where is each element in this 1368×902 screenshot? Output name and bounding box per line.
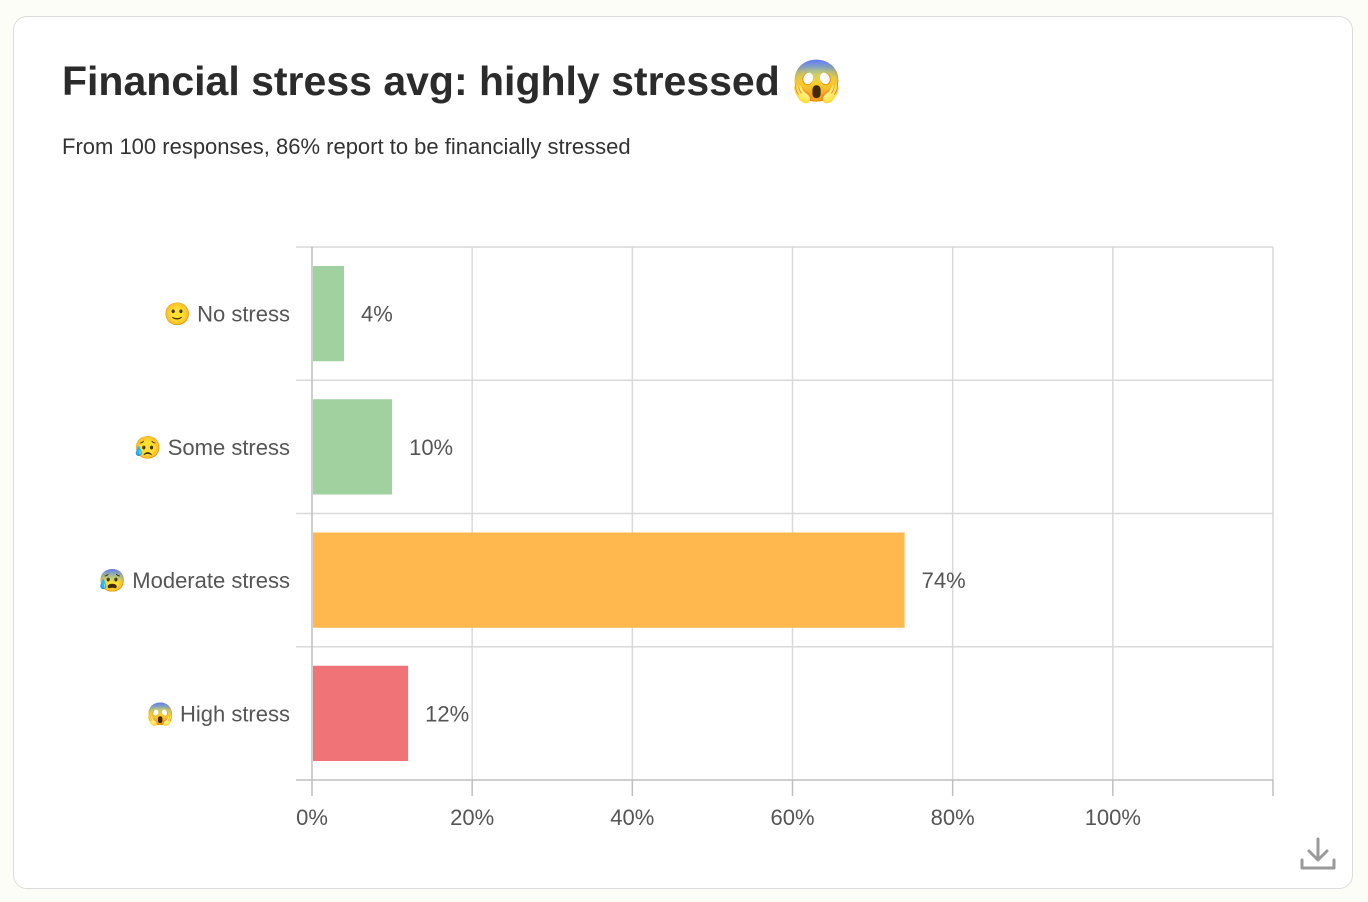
value-label-0: 4%	[361, 302, 393, 327]
bar-0[interactable]	[313, 266, 345, 362]
chart-card	[13, 16, 1353, 889]
chart-title: Financial stress avg: highly stressed 😱	[62, 58, 843, 104]
category-label-2: 😰 Moderate stress	[99, 568, 290, 593]
category-label-0: 🙂 No stress	[164, 302, 290, 327]
value-label-2: 74%	[922, 568, 966, 593]
download-icon[interactable]	[1298, 836, 1338, 876]
x-tick-label-5: 100%	[1085, 805, 1141, 830]
value-label-1: 10%	[409, 435, 453, 460]
x-tick-label-4: 80%	[931, 805, 975, 830]
bar-1[interactable]	[313, 399, 393, 495]
category-label-1: 😥 Some stress	[134, 435, 290, 460]
x-tick-label-3: 60%	[770, 805, 814, 830]
bar-3[interactable]	[313, 665, 409, 761]
chart-subtitle: From 100 responses, 86% report to be fin…	[62, 134, 631, 159]
x-tick-label-0: 0%	[296, 805, 328, 830]
bar-2[interactable]	[313, 532, 905, 628]
x-tick-label-2: 40%	[610, 805, 654, 830]
x-tick-label-1: 20%	[450, 805, 494, 830]
value-label-3: 12%	[425, 701, 469, 726]
category-label-3: 😱 High stress	[146, 701, 290, 727]
